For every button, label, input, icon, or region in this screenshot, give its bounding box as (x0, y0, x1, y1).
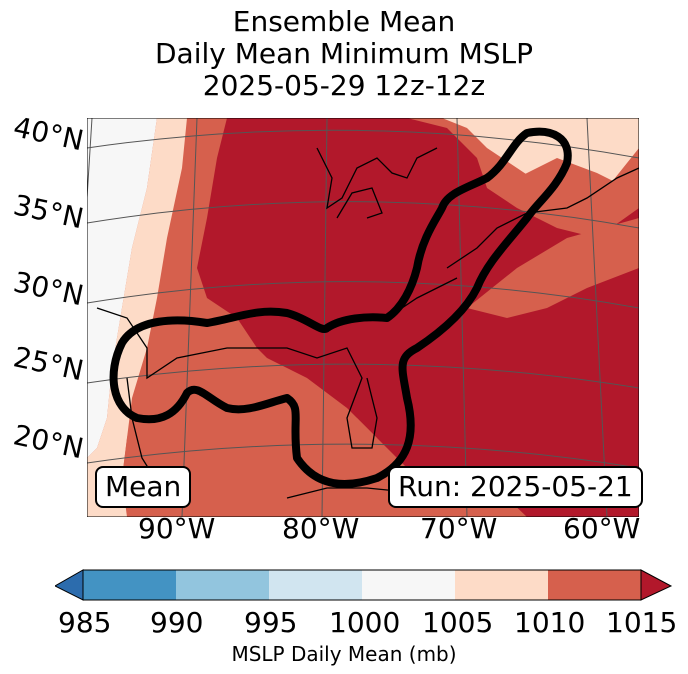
lon-label-60w: 60°W (563, 512, 641, 545)
lat-label-35: 35°N (10, 188, 87, 236)
lon-label-80w: 80°W (282, 512, 360, 545)
colorbar-extend-high (640, 569, 673, 601)
colorbar-frame (82, 569, 642, 601)
lon-label-70w: 70°W (420, 512, 498, 545)
colorbar-tick-995: 995 (244, 606, 298, 639)
colorbar-tick-990: 990 (150, 606, 204, 639)
run-date-label: Run: 2025-05-21 (388, 466, 643, 508)
colorbar-990-995 (176, 570, 269, 600)
colorbar-tick-1005: 1005 (422, 606, 494, 639)
lon-label-90w: 90°W (138, 512, 216, 545)
lat-label-40: 40°N (10, 110, 87, 158)
colorbar-985-990 (83, 570, 176, 600)
lat-label-30: 30°N (10, 265, 87, 313)
colorbar-995-1000 (269, 570, 362, 600)
lat-label-20: 20°N (10, 418, 87, 466)
lat-label-25: 25°N (10, 340, 87, 388)
mslp-map (87, 118, 639, 517)
title-line-3: 2025-05-29 12z-12z (202, 69, 486, 102)
field-1015-southeast (467, 218, 639, 318)
colorbar-1010-1015 (548, 570, 641, 600)
colorbar-1005-1010 (455, 570, 548, 600)
title-line-2: Daily Mean Minimum MSLP (154, 37, 533, 70)
colorbar-1000-1005 (362, 570, 455, 600)
mean-label: Mean (95, 466, 192, 508)
title-line-1: Ensemble Mean (232, 5, 456, 38)
colorbar (55, 569, 673, 601)
field-1005-west (87, 118, 157, 458)
colorbar-tick-1000: 1000 (329, 606, 401, 639)
colorbar-tick-1010: 1010 (514, 606, 586, 639)
field-1010-west (87, 118, 187, 517)
colorbar-tick-985: 985 (58, 606, 112, 639)
colorbar-label: MSLP Daily Mean (mb) (231, 642, 457, 666)
colorbar-extend-low (55, 569, 84, 601)
ensemble-outline (109, 127, 572, 488)
colorbar-tick-1015: 1015 (606, 606, 678, 639)
